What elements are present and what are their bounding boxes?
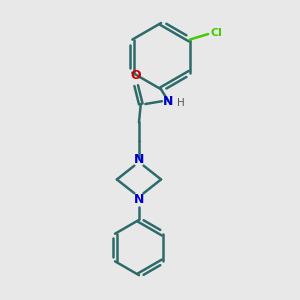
Text: N: N [163, 95, 174, 108]
Text: O: O [130, 69, 141, 82]
Text: N: N [134, 193, 144, 206]
Text: N: N [134, 153, 144, 166]
Text: H: H [177, 98, 185, 108]
Text: Cl: Cl [211, 28, 223, 38]
